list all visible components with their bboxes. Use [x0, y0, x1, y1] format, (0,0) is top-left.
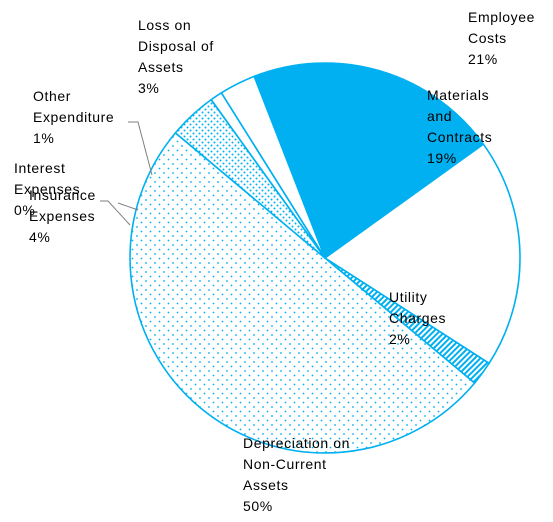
- data-label-name: Materials: [427, 87, 489, 103]
- data-label-name: Costs: [468, 30, 507, 46]
- pie-slice-loss-on-disposal-of-assets: [220, 75, 326, 259]
- data-label-value: 21%: [468, 51, 498, 67]
- data-label-interest-expenses: Interest Expenses 0%: [14, 160, 80, 218]
- data-label-value: 0%: [14, 202, 35, 218]
- data-labels: Employee Costs 21% Materials and Contracts 19%…: [14, 9, 535, 514]
- pie-slice-materials-and-contracts: [324, 143, 521, 365]
- data-label-name: Utility: [389, 289, 427, 305]
- data-label-name: Employee: [468, 9, 535, 25]
- data-label-name: Insurance: [29, 187, 96, 203]
- data-label-materials-and-contracts: Materials and Contracts 19%: [427, 87, 492, 166]
- data-label-insurance-expenses: Insurance Expenses 4%: [29, 187, 96, 245]
- data-label-value: 2%: [389, 331, 410, 347]
- data-label-name: Non-Current: [243, 456, 327, 472]
- leader-line-other-expenditure: [128, 121, 153, 176]
- data-label-other-expenditure: Other Expenditure 1%: [33, 88, 114, 146]
- data-label-name: Expenditure: [33, 109, 114, 125]
- data-label-value: 4%: [29, 229, 50, 245]
- data-label-name: Interest: [14, 160, 66, 176]
- data-label-value: 1%: [33, 130, 54, 146]
- data-label-value: 50%: [243, 498, 273, 514]
- leader-lines: [100, 121, 153, 226]
- data-label-name: Loss on: [138, 17, 191, 33]
- data-label-value: 3%: [138, 80, 159, 96]
- data-label-name: Disposal of: [138, 38, 214, 54]
- data-label-name: Expenses: [29, 208, 95, 224]
- data-label-depreciation-on-non-current-assets: Depreciation on Non-Current Assets 50%: [243, 435, 350, 514]
- pie-slices: [129, 62, 521, 454]
- leader-line-interest-expenses: [100, 200, 131, 226]
- data-label-name: Charges: [389, 310, 446, 326]
- data-label-utility-charges: Utility Charges 2%: [389, 289, 446, 347]
- data-label-name: Depreciation on: [243, 435, 350, 451]
- data-label-name: Assets: [243, 477, 289, 493]
- data-label-name: and: [427, 108, 452, 124]
- data-label-name: Assets: [138, 59, 184, 75]
- data-label-employee-costs: Employee Costs 21%: [468, 9, 535, 67]
- data-label-name: Contracts: [427, 129, 492, 145]
- data-label-loss-on-disposal-of-assets: Loss on Disposal of Assets 3%: [138, 17, 214, 96]
- leader-line-insurance-expenses: [117, 202, 139, 211]
- data-label-value: 19%: [427, 150, 457, 166]
- data-label-name: Other: [33, 88, 71, 104]
- pie-slice-employee-costs: [253, 62, 485, 259]
- data-label-name: Expenses: [14, 181, 80, 197]
